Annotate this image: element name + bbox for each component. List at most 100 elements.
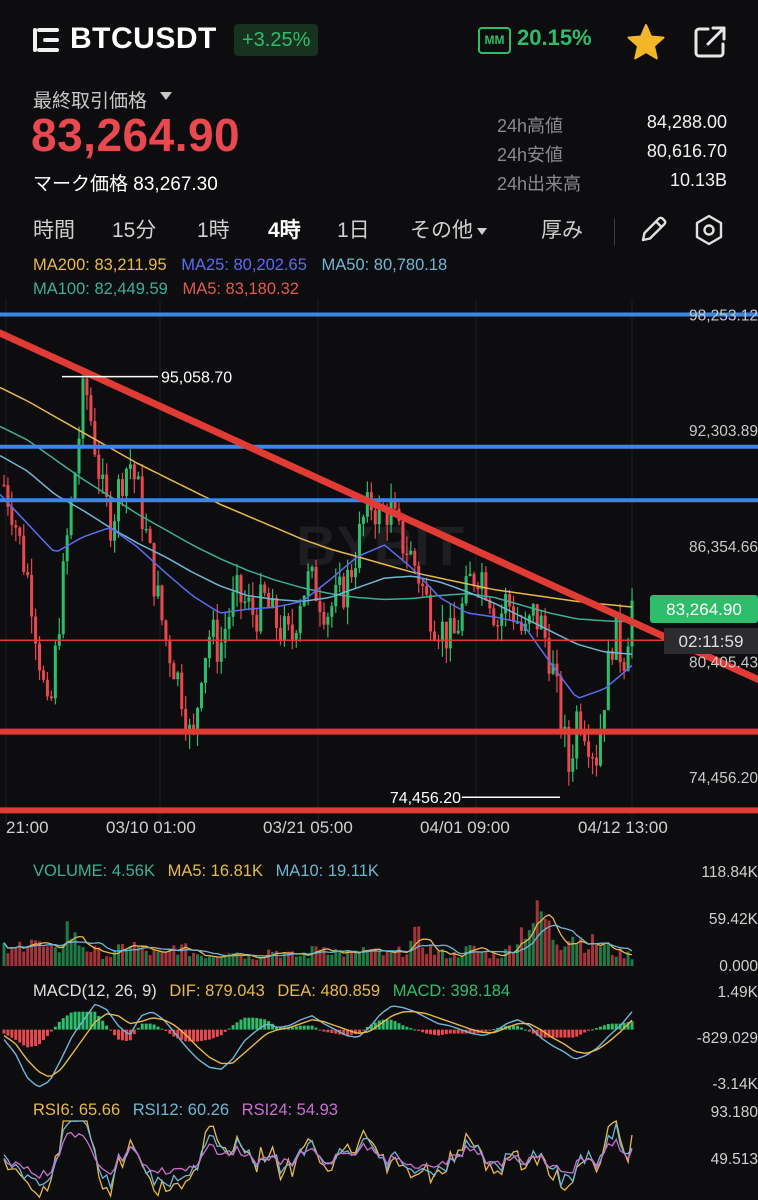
volume-bar [547,920,551,966]
candle-body [484,572,488,600]
volume-bar [231,953,235,966]
rsi-line [3,1120,633,1199]
candle-body [235,575,239,593]
volume-bar [602,944,606,966]
candle [97,441,101,494]
tab-more[interactable]: その他 [410,214,487,244]
candle-body [405,553,409,556]
candle-body [594,757,598,766]
price-chart[interactable]: BYBIT 98,253.12 92,303.89 86,354.66 80,405.4… [0,300,758,825]
macd-bar [547,1029,551,1038]
tab-1h[interactable]: 1時 [197,219,230,242]
macd-bar [484,1029,488,1032]
volume-chart[interactable] [0,880,758,970]
tab-4h[interactable]: 4時 [268,219,301,242]
candle [53,639,57,705]
candle [610,647,614,665]
gear-icon[interactable] [692,213,726,247]
menu-icon[interactable] [33,28,59,52]
candle [484,566,488,602]
candle [18,526,22,545]
candle [571,744,575,782]
candle [41,665,45,683]
current-price-text: 83,264.90 [666,600,742,619]
volume-bar [626,951,630,966]
volume-bar [350,952,354,966]
external-link-icon[interactable] [692,24,728,60]
macd-bar [211,1029,215,1039]
candle-body [77,438,81,474]
volume-bar [57,952,61,966]
volume-bar [594,944,598,966]
volume-bar [243,958,247,966]
chevron-down-icon[interactable] [160,92,172,100]
tab-depth[interactable]: 厚み [541,219,583,242]
candle [338,562,342,593]
volume-bar [381,955,385,966]
volume-bar [476,950,480,966]
candle-body [128,464,132,469]
volume-bar [81,947,85,966]
candle [136,471,140,480]
candle-body [350,569,354,578]
volume-bar [302,954,306,966]
candle [361,514,365,537]
macd-bar [73,1011,77,1030]
symbol-title[interactable]: BTCUSDT [70,22,217,55]
tab-time[interactable]: 時間 [33,219,75,242]
macd-bar [164,1029,168,1032]
mm-rate-value[interactable]: 20.15% [517,25,592,50]
candle-body [409,550,413,555]
macd-bar [310,1025,314,1030]
candle [326,612,330,638]
candle-body [330,606,334,617]
macd-bar [610,1023,614,1030]
macd-bar [45,1029,49,1036]
macd-bar [120,1029,124,1041]
candle-body [583,729,587,742]
macd-bar [409,1028,413,1030]
macd-label: MACD(12, 26, 9) [33,982,157,1000]
macd-chart[interactable] [0,1000,758,1092]
ma-legend-row1: MA200: 83,211.95 MA25: 80,202.65 MA50: 8… [33,256,457,275]
volume-bar [6,953,10,966]
volume-bar [413,926,417,966]
candle-body [519,622,523,631]
macd-bar [10,1029,14,1038]
mm-icon[interactable]: MM [478,27,511,54]
high-marker-label: 95,058.70 [161,370,232,387]
candle-body [223,628,227,643]
volume-bar [196,954,200,966]
macd-bar [436,1029,440,1036]
volume-bar [223,954,227,966]
volume-bar [421,947,425,966]
volume-bar [156,951,160,966]
candle-body [488,599,492,609]
macd-bar [523,1029,527,1031]
tab-15m[interactable]: 15分 [112,219,157,242]
volume-bar [342,956,346,966]
x-axis-labels: 21:00 03/10 01:00 03/21 05:00 04/01 09:0… [0,818,758,842]
volume-bar [563,946,567,966]
pencil-icon[interactable] [637,214,669,246]
volume-bar [326,954,330,966]
rsi-chart[interactable] [0,1118,758,1200]
volume-bar [259,957,263,966]
candle [14,520,18,542]
volume-bar [53,947,57,966]
candle-body [429,594,433,632]
star-icon[interactable] [626,22,666,62]
candle [117,474,121,538]
tab-1d[interactable]: 1日 [337,219,370,242]
volume-bar [176,954,180,966]
candle [575,705,579,770]
volume-bar [314,946,318,966]
macd-value-label: MACD: 398.184 [392,982,511,1000]
candle [38,636,42,681]
macd-bar [223,1029,227,1032]
candle-body [2,484,6,487]
macd-bar [89,1011,93,1030]
macd-bar [492,1029,496,1031]
macd-bar [101,1020,105,1030]
last-price-label[interactable]: 最終取引価格 [33,91,148,112]
